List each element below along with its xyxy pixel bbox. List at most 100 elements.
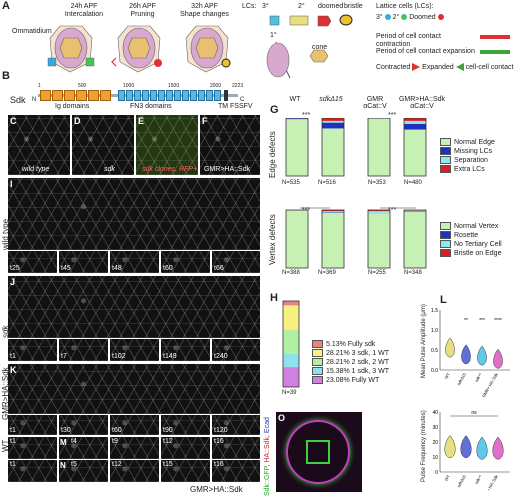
amp-group-label: WT <box>443 372 451 380</box>
domain-diagram <box>38 90 238 102</box>
g-bar-segment <box>286 119 308 176</box>
contracted-icon <box>412 63 421 71</box>
secondary-label: 2° <box>298 3 305 10</box>
g-bar-segment <box>322 210 344 212</box>
g-col-wt: WT <box>289 96 301 103</box>
freq-group-label: GMR> HA::Sdk <box>481 474 499 490</box>
fn3-domain <box>190 90 197 101</box>
ig-domain <box>52 90 63 101</box>
micrograph-k-overview: K <box>8 364 260 414</box>
violin <box>493 348 503 369</box>
g-bar-outline <box>321 209 345 269</box>
stage-1-label: 24h APF Intercalation <box>64 3 104 18</box>
g-bar-segment <box>404 118 426 121</box>
panel-b-label: B <box>2 70 10 82</box>
fn3-domain <box>134 90 141 101</box>
fn3-domain <box>174 90 181 101</box>
n-vertex-1: N=369 <box>318 270 336 276</box>
violin <box>445 337 455 358</box>
g-sig-vertex-right: *** <box>388 207 397 214</box>
timeline-sdk: t1 t7 t102 t149 t240 <box>8 339 260 361</box>
fn3-domain <box>198 90 205 101</box>
amp-sig-label: *** <box>479 318 485 324</box>
violin <box>492 436 504 460</box>
fn3-domain <box>118 90 125 101</box>
ig-label: Ig domains <box>55 103 90 110</box>
c-terminus: C <box>240 97 245 103</box>
g-bar-segment <box>404 120 426 124</box>
expansion-label: Period of cell contact expansion <box>376 48 475 55</box>
l-violin-plots: 0.0 0.5 1.0 1.5 WT ** sdkΔ15 *** sdk⁴⁸ **** GMR> H… <box>431 308 510 490</box>
panel-h-label: H <box>270 292 278 304</box>
violin <box>460 435 472 459</box>
amp-tick-label: 1.0 <box>431 328 438 334</box>
freq-group-label: WT <box>443 474 451 482</box>
g-bar-outline <box>285 209 309 269</box>
vertex-defects-title: Vertex defects <box>268 214 277 265</box>
amp-group-label: sdk⁴⁸ <box>474 372 483 383</box>
freq-ylabel: Pulse Frequency (minutes) <box>421 410 427 482</box>
fn3-domain <box>182 90 189 101</box>
timeline-gmr: t1 t30 t60 t90 t120 <box>8 415 260 435</box>
g-bar-segment <box>322 122 344 129</box>
g-bar-outline <box>321 118 345 177</box>
cell-type-legend-shapes <box>266 14 353 79</box>
n-edge-3: N=480 <box>404 180 422 186</box>
fn3-domain <box>206 90 213 101</box>
amp-sig-label: ** <box>464 318 468 324</box>
g-bar-segment <box>286 118 308 120</box>
secondary-dot <box>401 14 408 21</box>
lattice-row: 3° 2° Doomed <box>376 14 444 22</box>
h-bar-outline <box>282 300 300 388</box>
contraction-label: Period of cell contact contraction <box>376 33 441 48</box>
g-sig-edge-right: *** <box>388 112 397 119</box>
n-edge-1: N=516 <box>318 180 336 186</box>
violin <box>461 344 471 365</box>
freq-tick-label: 10 <box>432 455 438 461</box>
amp-group-label: sdkΔ15 <box>456 371 467 386</box>
violin <box>444 435 456 459</box>
n-edge-0: N=535 <box>282 180 300 186</box>
contact-legend: Contracted Expanded cell-cell contact <box>376 63 514 71</box>
vertex-legend: Normal Vertex Rosette No Tertiary Cell B… <box>440 222 502 258</box>
primary-label: 1° <box>270 32 277 39</box>
freq-tick-label: 30 <box>432 425 438 431</box>
doomed-label: doomed <box>318 3 344 10</box>
ig-domain <box>64 90 75 101</box>
ommatidium-schematic <box>47 25 231 73</box>
ig-domain <box>40 90 51 101</box>
freq-group-label: sdk⁴⁸ <box>474 474 483 485</box>
freq-tick-label: 40 <box>432 410 438 416</box>
g-bar-segment <box>322 212 344 268</box>
g-col-gmr-sdk: GMR>HA::Sdk αCat::V <box>398 96 446 110</box>
violin <box>477 345 487 366</box>
fn3-domain <box>214 90 221 101</box>
g-bar-outline <box>403 118 427 177</box>
n-terminus: N <box>32 97 37 103</box>
edge-defects-title: Edge defects <box>268 131 277 178</box>
g-stacked-bars <box>285 118 427 269</box>
sdk-label: Sdk <box>10 95 26 105</box>
freq-tick-label: 0 <box>435 470 438 476</box>
micrograph-o: O <box>276 412 362 492</box>
lattice-title: Lattice cells (LCs): <box>376 3 434 10</box>
tertiary-dot <box>384 14 391 21</box>
amp-tick-label: 0.5 <box>431 348 438 354</box>
ig-domain <box>88 90 99 101</box>
g-bar-outline <box>367 118 391 177</box>
channel-labels: Sdk::GFP, HA::Sdk, Ecad <box>264 417 271 496</box>
n-vertex-0: N=388 <box>282 270 300 276</box>
h-legend: 5.13% Fully sdk 28.21% 3 sdk, 1 WT 28.21… <box>312 340 389 385</box>
stage-3-label: 32h APF Shape changes <box>180 3 229 18</box>
g-bar-segment <box>404 123 426 130</box>
ig-domain <box>100 90 111 101</box>
tm-label: TM <box>218 103 229 110</box>
g-bar-segment <box>286 210 308 268</box>
micrograph-d: D sdk <box>72 115 134 175</box>
tertiary-label: 3° <box>262 3 269 10</box>
freq-tick-label: 20 <box>432 440 438 446</box>
g-bar-segment <box>322 212 344 213</box>
g-col-sdk: sdkΔ15 <box>319 96 343 103</box>
doomed-dot <box>437 14 444 21</box>
